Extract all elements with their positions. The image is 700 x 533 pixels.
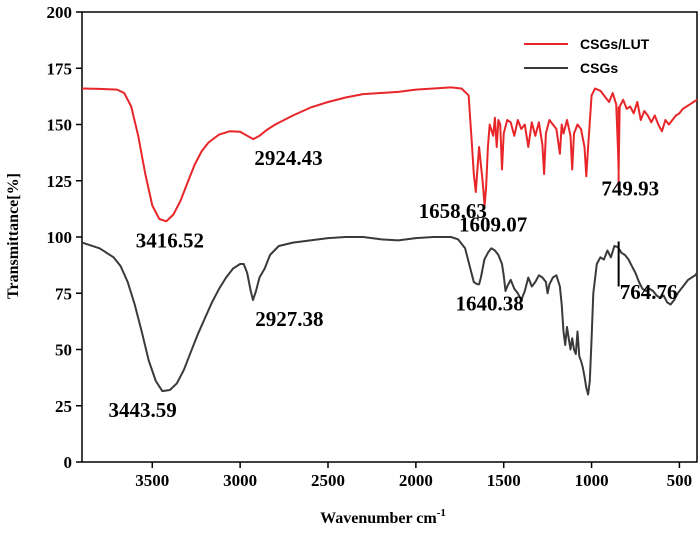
peak-label: 3443.59 <box>108 398 176 422</box>
peak-label: 3416.52 <box>136 228 204 252</box>
peak-label: 1609.07 <box>459 213 527 237</box>
legend: CSGs/LUT CSGs <box>524 36 650 76</box>
series-line-2 <box>81 236 698 396</box>
x-axis-label-text: Wavenumber cm <box>320 510 437 527</box>
x-tick-label: 2000 <box>399 471 433 490</box>
y-tick-label: 75 <box>55 284 72 303</box>
y-tick-label: 125 <box>47 172 73 191</box>
x-tick-label: 2500 <box>311 471 345 490</box>
y-tick-label: 100 <box>47 228 73 247</box>
legend-label: CSGs <box>580 60 618 76</box>
peak-label: 1658.63 <box>419 199 487 223</box>
x-tick-label: 3000 <box>223 471 257 490</box>
y-tick-label: 0 <box>64 453 73 472</box>
x-axis-label-superscript: -1 <box>437 507 446 519</box>
y-tick-label: 150 <box>47 116 73 135</box>
legend-label: CSGs/LUT <box>580 36 650 52</box>
peak-label: 2927.38 <box>255 307 323 331</box>
y-tick-label: 200 <box>47 3 73 22</box>
axis-ticks: 0 25 50 75 100 125 150 175 200 3500 3000 2500 2000 15… <box>47 3 693 490</box>
y-tick-label: 25 <box>55 397 72 416</box>
series-line-1 <box>81 86 698 223</box>
y-axis-label: Transmittance[%] <box>5 173 22 299</box>
x-tick-label: 3500 <box>135 471 169 490</box>
x-tick-label: 1500 <box>487 471 521 490</box>
x-tick-label: 500 <box>667 471 693 490</box>
x-axis-label: Wavenumber cm-1 <box>320 507 446 527</box>
peak-label: 764.76 <box>620 280 678 304</box>
y-tick-label: 50 <box>55 341 72 360</box>
y-tick-label: 175 <box>47 59 73 78</box>
peak-label: 1640.38 <box>456 291 524 315</box>
series-layer <box>81 86 698 396</box>
peak-label: 749.93 <box>601 177 659 201</box>
x-tick-label: 1000 <box>575 471 609 490</box>
peak-label: 2924.43 <box>254 146 322 170</box>
